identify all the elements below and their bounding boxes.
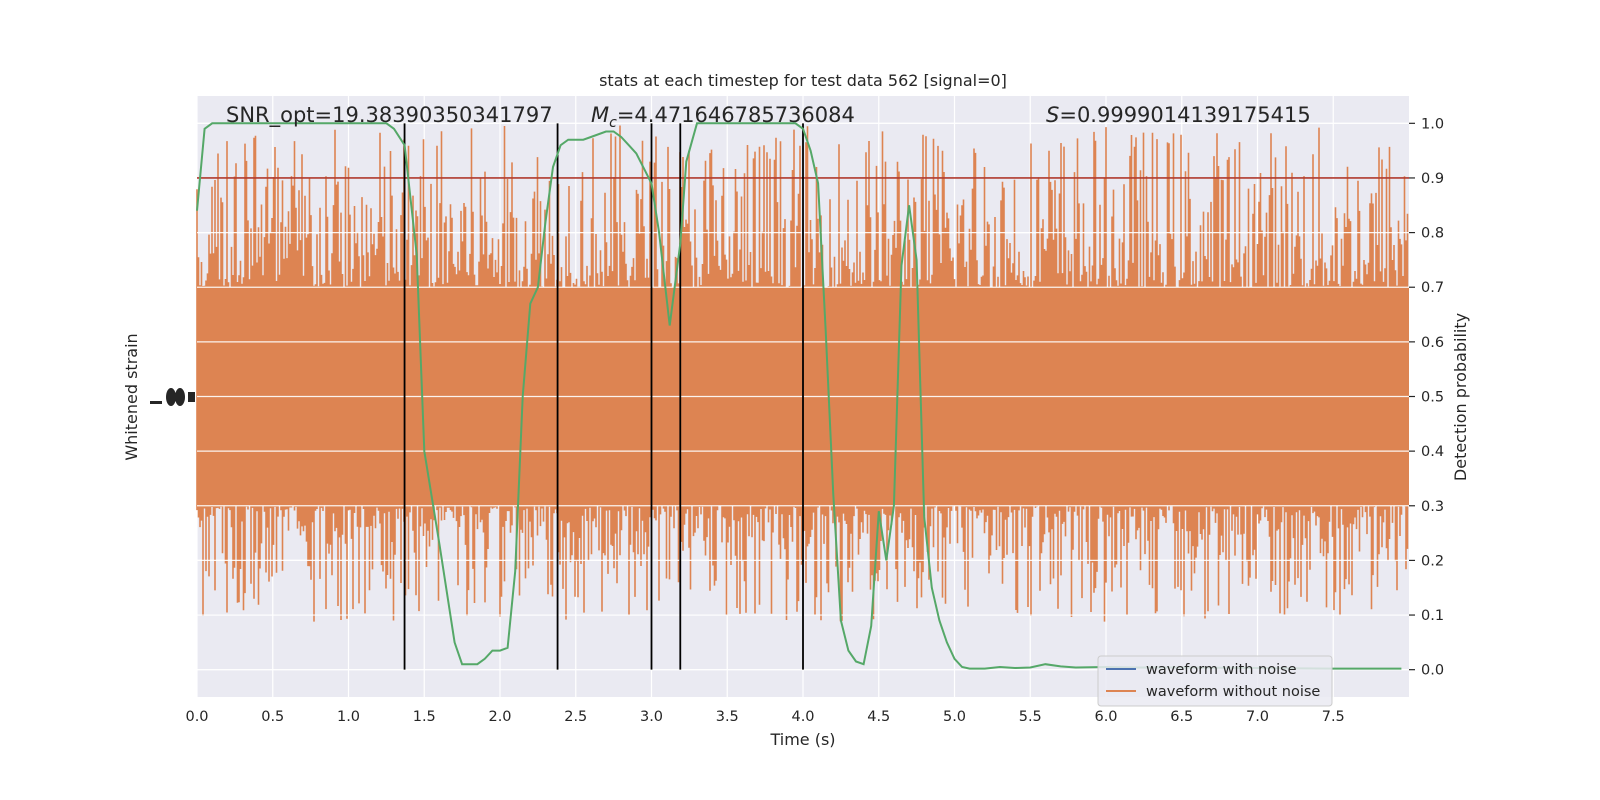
probability-series xyxy=(196,122,1402,670)
y-tick-label: 0.3 xyxy=(1421,499,1444,515)
x-tick-label: 5.5 xyxy=(1019,709,1042,725)
x-tick-label: 3.5 xyxy=(716,709,739,725)
snr-annotation: SNR_opt=19.38390350341797 xyxy=(226,103,553,128)
x-tick-label: 4.0 xyxy=(791,709,814,725)
legend-label-waveform-without-noise: waveform without noise xyxy=(1146,684,1320,700)
x-axis-label: Time (s) xyxy=(769,730,835,749)
left-axis-collapsed-ticks xyxy=(150,388,195,406)
y-right-axis-ticks: 0.0 0.1 0.2 0.3 0.4 0.5 0.6 0.7 0.8 0.9 1.0 xyxy=(1409,116,1444,679)
y-tick-label: 0.2 xyxy=(1421,553,1444,569)
left-tick-blob xyxy=(166,388,176,406)
y-tick-label: 0.4 xyxy=(1421,444,1444,460)
x-tick-label: 2.5 xyxy=(564,709,587,725)
left-tick-mark xyxy=(188,392,195,402)
legend-label-waveform-with-noise: waveform with noise xyxy=(1146,662,1297,678)
chirp-mass-annotation: Mc=4.471646785736084 xyxy=(591,103,855,131)
chirp-mass-value: =4.471646785736084 xyxy=(617,103,855,127)
s-symbol: S xyxy=(1046,103,1059,127)
y-tick-label: 0.9 xyxy=(1421,171,1444,187)
x-tick-label: 5.0 xyxy=(943,709,966,725)
probability-line xyxy=(196,122,1402,670)
x-tick-label: 7.5 xyxy=(1322,709,1345,725)
chirp-mass-symbol: M xyxy=(591,103,609,127)
x-tick-label: 0.5 xyxy=(261,709,284,725)
y-tick-label: 0.6 xyxy=(1421,335,1444,351)
legend-box xyxy=(1097,655,1333,707)
x-axis-ticks: 0.0 0.5 1.0 1.5 2.0 2.5 3.0 3.5 4.0 4.5 5.0 5.5 6.0 6… xyxy=(185,709,1344,725)
left-tick-blob xyxy=(175,388,185,406)
vertical-markers xyxy=(403,123,804,670)
y-tick-label: 0.7 xyxy=(1421,280,1444,296)
y-right-axis-label: Detection probability xyxy=(1451,313,1470,481)
legend: waveform with noise waveform without noi… xyxy=(1097,655,1333,707)
left-tick-mark xyxy=(150,401,162,404)
chart-title: stats at each timestep for test data 562… xyxy=(599,71,1007,90)
x-tick-label: 4.5 xyxy=(867,709,890,725)
chirp-mass-subscript: c xyxy=(609,115,617,131)
s-annotation: S=0.9999014139175415 xyxy=(1046,103,1311,127)
y-left-axis-label: Whitened strain xyxy=(122,333,141,460)
x-tick-label: 3.0 xyxy=(640,709,663,725)
x-tick-label: 2.0 xyxy=(488,709,511,725)
y-tick-label: 0.0 xyxy=(1421,663,1444,679)
y-tick-label: 0.5 xyxy=(1421,390,1444,406)
x-tick-label: 7.0 xyxy=(1246,709,1269,725)
x-tick-label: 0.0 xyxy=(185,709,208,725)
s-value: =0.9999014139175415 xyxy=(1059,103,1310,127)
x-tick-label: 6.5 xyxy=(1170,709,1193,725)
x-tick-label: 1.5 xyxy=(413,709,436,725)
y-tick-label: 0.1 xyxy=(1421,608,1444,624)
x-tick-label: 6.0 xyxy=(1094,709,1117,725)
y-tick-label: 0.8 xyxy=(1421,226,1444,242)
y-tick-label: 1.0 xyxy=(1421,116,1444,132)
x-tick-label: 1.0 xyxy=(337,709,360,725)
